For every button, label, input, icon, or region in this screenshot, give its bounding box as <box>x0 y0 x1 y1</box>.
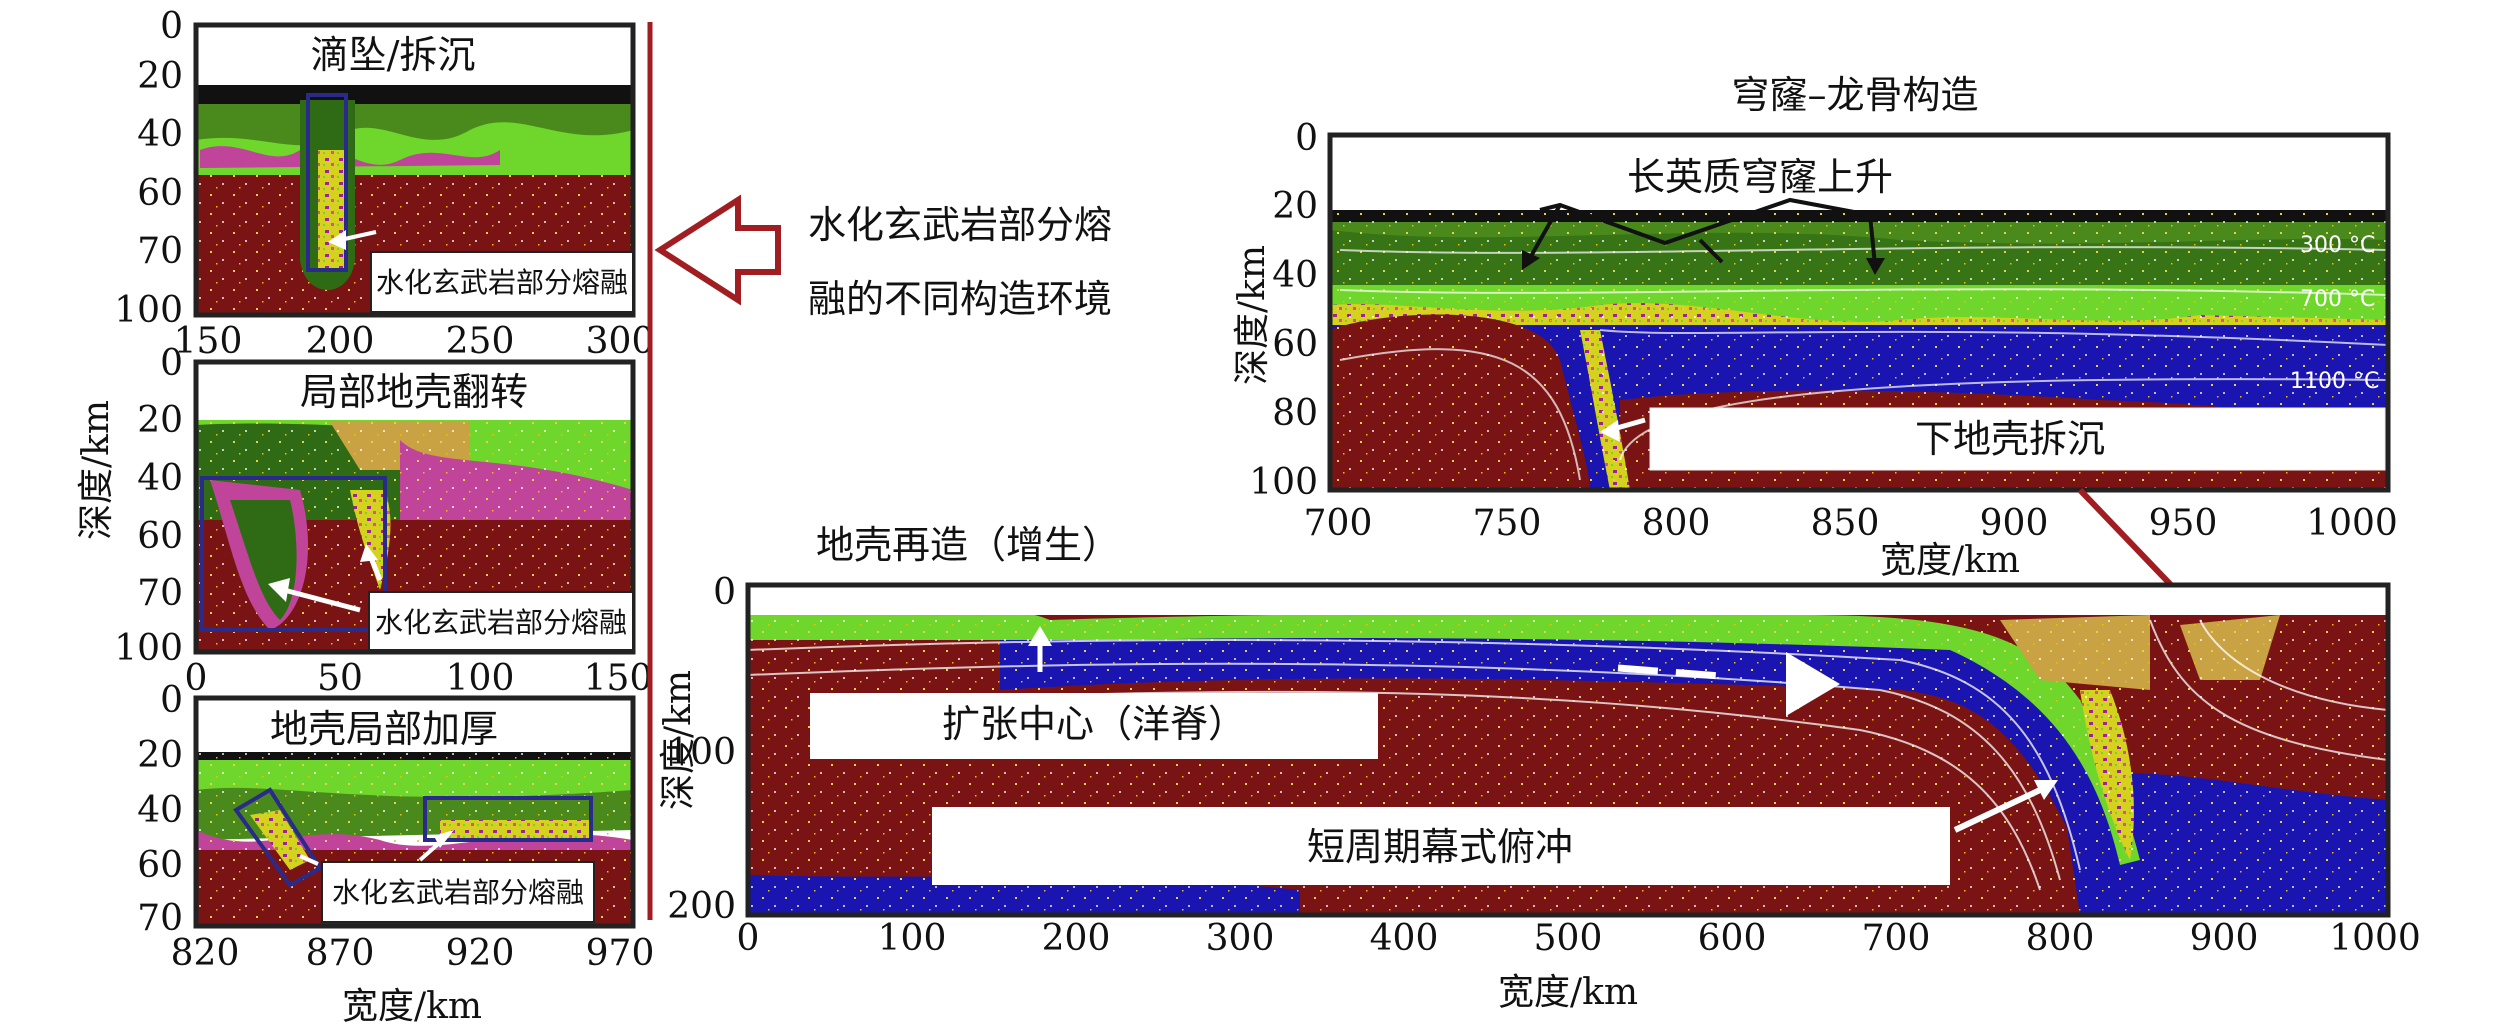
panel-main-x-ticks: 0 100 200 300 400 500 600 700 800 900 10… <box>737 918 2421 959</box>
y-tick: 20 <box>137 56 183 97</box>
temp-300: 300 °C <box>2300 233 2375 258</box>
panel-dome-x-ticks: 700 750 800 850 900 950 1000 <box>1304 503 2398 544</box>
panel-dome-x-axis-label: 宽度/km <box>1880 540 2020 581</box>
panel-drip-melt-label: 水化玄武岩部分熔融 <box>376 266 628 299</box>
y-tick: 100 <box>667 732 736 773</box>
panel-main-y-axis-label: 深度/km <box>658 670 699 810</box>
y-tick: 100 <box>114 290 183 331</box>
x-tick: 100 <box>878 918 947 959</box>
x-tick: 800 <box>2026 918 2095 959</box>
x-tick: 100 <box>446 658 515 699</box>
x-tick: 900 <box>2190 918 2259 959</box>
side-note-line2: 融的不同构造环境 <box>808 277 1112 321</box>
y-tick: 70 <box>137 898 183 939</box>
x-tick: 950 <box>2149 503 2218 544</box>
y-tick: 0 <box>160 680 183 721</box>
x-tick: 400 <box>1370 918 1439 959</box>
y-tick: 200 <box>667 886 736 927</box>
y-tick: 0 <box>160 343 183 384</box>
panel-dome-title: 穹窿–龙骨构造 <box>1731 73 1978 117</box>
y-tick: 20 <box>137 400 183 441</box>
y-tick: 40 <box>137 114 183 155</box>
left-x-axis-label: 宽度/km <box>342 986 482 1027</box>
panel-dome-y-ticks: 0 20 40 60 80 100 <box>1249 118 1318 503</box>
y-tick: 0 <box>713 572 736 613</box>
panel-main-title: 地壳再造（增生） <box>816 523 1120 567</box>
x-tick: 900 <box>1980 503 2049 544</box>
panel-main-subduction-label: 短周期幕式俯冲 <box>1307 825 1573 869</box>
panel-dome-uplift-label: 长英质穹窿上升 <box>1627 155 1893 199</box>
x-tick: 970 <box>586 933 655 974</box>
panel-drip-x-ticks: 150 200 250 300 <box>174 321 655 362</box>
x-tick: 920 <box>446 933 515 974</box>
y-tick: 40 <box>1272 255 1318 296</box>
y-tick: 0 <box>1295 118 1318 159</box>
x-tick: 150 <box>584 658 653 699</box>
panel-main: 地壳再造（增生） 扩张中心（洋脊） 短周期幕式俯冲 0 100 200 <box>658 523 2421 1013</box>
panel-thicken: 地壳局部加厚 水化玄武岩部分熔融 0 20 40 60 70 820 870 9… <box>137 680 654 1027</box>
panel-main-ridge-label: 扩张中心（洋脊） <box>942 702 1246 746</box>
x-tick: 700 <box>1862 918 1931 959</box>
y-tick: 40 <box>137 458 183 499</box>
x-tick: 300 <box>1206 918 1275 959</box>
panel-overturn-title: 局部地壳翻转 <box>300 370 528 414</box>
y-tick: 60 <box>1272 324 1318 365</box>
panel-drip-y-ticks: 0 20 40 60 70 100 <box>114 6 183 331</box>
x-tick: 1000 <box>2329 918 2421 959</box>
temp-700: 700 °C <box>2300 287 2375 312</box>
y-tick: 100 <box>114 628 183 669</box>
y-tick: 70 <box>137 231 183 272</box>
x-tick: 0 <box>185 658 208 699</box>
x-tick: 750 <box>1473 503 1542 544</box>
y-tick: 40 <box>137 790 183 831</box>
x-tick: 50 <box>317 658 363 699</box>
x-tick: 1000 <box>2306 503 2398 544</box>
panel-overturn-x-ticks: 0 50 100 150 <box>185 658 653 699</box>
x-tick: 150 <box>174 321 243 362</box>
x-tick: 0 <box>737 918 760 959</box>
y-tick: 100 <box>1249 462 1318 503</box>
panel-main-x-axis-label: 宽度/km <box>1498 972 1638 1013</box>
y-tick: 70 <box>137 573 183 614</box>
x-tick: 870 <box>306 933 375 974</box>
y-tick: 60 <box>137 845 183 886</box>
panel-dome: 穹窿–龙骨构造 长英质穹窿上升 300 °C 700 °C 1100 °C 下地… <box>1232 73 2398 581</box>
x-tick: 250 <box>446 321 515 362</box>
panel-overturn-y-ticks: 0 20 40 60 70 100 <box>114 343 183 669</box>
side-note-line1: 水化玄武岩部分熔 <box>808 203 1112 247</box>
hollow-left-arrow <box>654 194 781 306</box>
x-tick: 500 <box>1534 918 1603 959</box>
y-tick: 60 <box>137 516 183 557</box>
x-tick: 600 <box>1698 918 1767 959</box>
x-tick: 850 <box>1811 503 1880 544</box>
y-tick: 80 <box>1272 393 1318 434</box>
x-tick: 200 <box>306 321 375 362</box>
panel-overturn-melt-label: 水化玄武岩部分熔融 <box>375 606 627 639</box>
y-tick: 20 <box>1272 186 1318 227</box>
panel-dome-delam-label: 下地壳拆沉 <box>1915 417 2105 461</box>
panel-drip-title: 滴坠/拆沉 <box>311 33 476 77</box>
x-tick: 700 <box>1304 503 1373 544</box>
y-tick: 0 <box>160 6 183 47</box>
x-tick: 200 <box>1042 918 1111 959</box>
panel-overturn: 局部地壳翻转 水化玄武岩部分熔融 0 20 40 60 70 100 0 50 … <box>114 343 652 699</box>
y-tick: 20 <box>137 735 183 776</box>
x-tick: 820 <box>171 933 240 974</box>
panel-thicken-x-ticks: 820 870 920 970 <box>171 933 655 974</box>
left-y-axis-label: 深度/km <box>76 400 117 540</box>
panel-drip: 滴坠/拆沉 水化玄武岩部分熔融 0 20 40 60 70 100 150 20… <box>114 6 654 362</box>
panel-thicken-melt-label: 水化玄武岩部分熔融 <box>332 876 584 909</box>
y-tick: 60 <box>137 173 183 214</box>
panel-thicken-y-ticks: 0 20 40 60 70 <box>137 680 183 939</box>
panel-thicken-title: 地壳局部加厚 <box>270 707 498 751</box>
panel-main-y-ticks: 0 100 200 <box>667 572 736 927</box>
temp-1100: 1100 °C <box>2290 369 2379 394</box>
panel-dome-y-axis-label: 深度/km <box>1232 245 1273 385</box>
x-tick: 300 <box>586 321 655 362</box>
x-tick: 800 <box>1642 503 1711 544</box>
